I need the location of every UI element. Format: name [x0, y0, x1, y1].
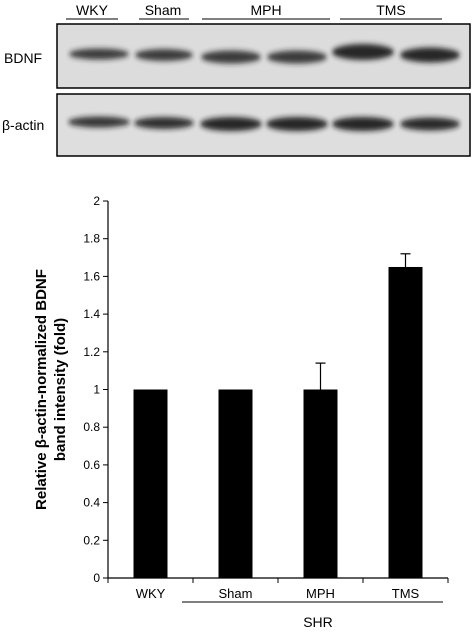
western-blot: WKY Sham MPH TMS BDNF β-actin	[2, 2, 471, 157]
actin-band	[134, 117, 194, 129]
blot-strip-bdnf	[56, 23, 471, 89]
bar-mph	[303, 389, 338, 578]
bar-sham	[218, 389, 253, 578]
blot-lane-label-mph: MPH	[250, 2, 281, 18]
y-tick-label: 1	[93, 383, 100, 397]
bdnf-band	[135, 49, 193, 61]
x-tick-label-mph: MPH	[306, 586, 335, 601]
y-tick-label: 2	[93, 194, 100, 208]
actin-band	[400, 117, 460, 131]
blot-lane-label-tms: TMS	[376, 2, 406, 18]
y-tick-label: 0.6	[83, 458, 100, 472]
x-axis: WKY Sham MPH TMS	[107, 577, 449, 601]
y-axis-title-line: band intensity (fold)	[52, 318, 69, 461]
actin-band	[68, 116, 130, 128]
x-tick-label-tms: TMS	[392, 586, 420, 601]
bar-tms	[388, 266, 423, 578]
blot-row-label-bdnf: BDNF	[4, 50, 42, 66]
y-tick-label: 1.4	[83, 307, 100, 321]
y-axis-title: Relative β-actin-normalized BDNF band int…	[33, 269, 69, 510]
blot-lane-label-wky: WKY	[76, 2, 109, 18]
bdnf-band	[201, 50, 261, 64]
bar-wky	[133, 389, 168, 578]
y-tick-label: 1.6	[83, 269, 100, 283]
y-tick-label: 1.2	[83, 345, 100, 359]
bar-chart: Relative β-actin-normalized BDNF band int…	[33, 194, 449, 630]
actin-band	[332, 117, 394, 131]
blot-strip-actin	[56, 93, 471, 157]
group-label-shr: SHR	[303, 614, 333, 630]
y-axis: 0 0.2 0.4 0.6 0.8 1 1.2 1.4 1.6 1.8 2	[83, 194, 109, 585]
actin-band	[200, 117, 262, 131]
bdnf-band	[332, 44, 394, 60]
blot-row-label-actin: β-actin	[2, 117, 44, 133]
x-tick-label-wky: WKY	[136, 586, 166, 601]
y-tick-label: 1.8	[83, 232, 100, 246]
y-axis-title-line: Relative β-actin-normalized BDNF	[33, 269, 50, 510]
y-tick-label: 0.8	[83, 420, 100, 434]
y-tick-label: 0	[93, 571, 100, 585]
y-tick-label: 0.4	[83, 496, 100, 510]
y-tick-label: 0.2	[83, 533, 100, 547]
bdnf-band	[267, 50, 327, 64]
bdnf-band	[400, 47, 460, 63]
x-tick-label-sham: Sham	[219, 586, 253, 601]
blot-lane-label-sham: Sham	[145, 2, 182, 18]
actin-band	[266, 117, 328, 131]
bdnf-band	[69, 48, 129, 60]
bars	[133, 253, 423, 578]
